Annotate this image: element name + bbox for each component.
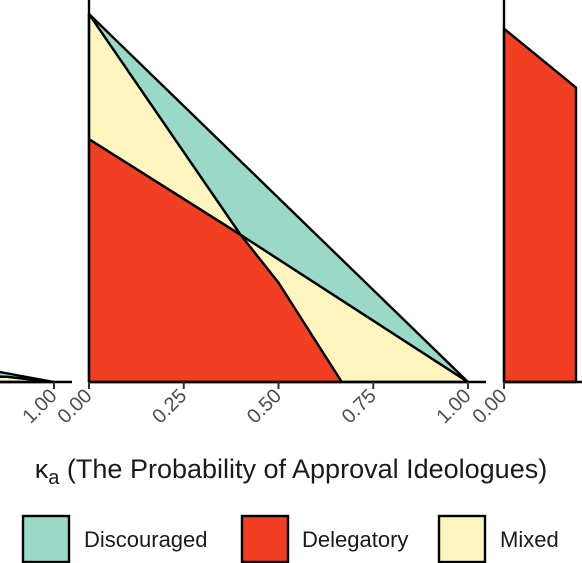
region-delegatory-right-0	[502, 27, 578, 384]
legend-swatch-discouraged	[21, 514, 71, 563]
x-axis-label: κa (The Probability of Approval Ideologu…	[35, 454, 547, 489]
x-axis-label-symbol: κ	[35, 454, 49, 484]
x-axis-label-text: (The Probability of Approval Ideologues)	[59, 454, 547, 484]
x-tick-label-center-2: 0.50	[243, 385, 286, 428]
chart-panels: 1.000.00 0.25 0.50 0.75 1.000.00	[0, 0, 582, 428]
x-tick-label-right-0: 0.00	[468, 385, 511, 428]
legend-label-mixed: Mixed	[500, 527, 559, 552]
x-tick-label-center-3: 0.75	[338, 385, 381, 428]
legend-label-delegatory: Delegatory	[302, 527, 408, 552]
x-tick-label-left-0: 1.00	[18, 385, 61, 428]
x-tick-label-center-1: 0.25	[148, 385, 191, 428]
x-axis-label-subscript: a	[48, 467, 60, 489]
legend: Discouraged Delegatory Mixed	[21, 514, 559, 563]
region-discouraged-center-3	[87, 12, 470, 384]
x-tick-label-center-4: 1.00	[432, 385, 475, 428]
panel-center: 0.00 0.25 0.50 0.75 1.00	[53, 0, 486, 428]
legend-swatch-mixed	[437, 514, 487, 563]
legend-label-discouraged: Discouraged	[84, 527, 208, 552]
legend-swatch-delegatory	[240, 514, 290, 563]
panel-right: 0.00	[468, 0, 582, 428]
region-discouraged-left-1	[0, 370, 56, 384]
x-tick-label-center-0: 0.00	[53, 385, 96, 428]
